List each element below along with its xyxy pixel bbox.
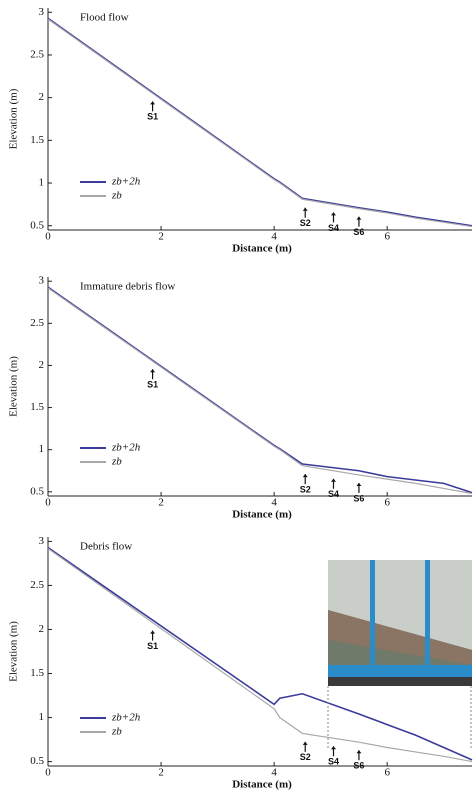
legend-label: zb [111,726,122,738]
y-tick-label: 3 [39,535,45,547]
y-tick-label: 2.5 [30,48,44,60]
sensor-arrowhead [330,746,336,750]
sensor-label: S1 [147,112,158,122]
y-tick-label: 3 [39,275,45,287]
y-tick-label: 1.5 [30,667,44,679]
sensor-label: S1 [147,641,158,651]
sensor-label: S2 [300,218,311,228]
x-tick-label: 0 [45,497,51,509]
x-tick-label: 0 [45,231,51,243]
x-tick-label: 2 [158,497,164,509]
legend-label: zb [111,190,122,202]
panel: 0.5 1 1.5 2 2.5 3 0 2 4 6 Immature debris flow Dist… [8,275,473,521]
x-tick-label: 6 [384,231,390,243]
y-tick-label: 0.5 [30,755,44,767]
chart-title: Debris flow [80,541,132,553]
sensor-label: S4 [328,223,339,233]
x-tick-label: 6 [384,497,390,509]
legend-label: zb+2h [111,442,141,454]
sensor-arrowhead [356,482,362,486]
x-tick-label: 0 [45,767,51,779]
legend-label: zb [111,456,122,468]
panels: 0.5 1 1.5 2 2.5 3 0 2 4 6 Flood flow Distance (m) El… [8,6,473,791]
series-line [47,547,473,763]
series-line [47,18,473,228]
y-tick-label: 0.5 [30,485,44,497]
y-tick-label: 0.5 [30,219,44,231]
sensor-arrowhead [356,216,362,220]
y-tick-label: 3 [39,6,45,18]
inset-photo [327,560,472,750]
x-tick-label: 4 [271,767,277,779]
sensor-label: S2 [300,752,311,762]
legend-label: zb+2h [111,712,141,724]
sensor-arrowhead [302,474,308,478]
chart-title: Flood flow [80,12,129,24]
sensor-arrowhead [330,212,336,216]
panel: 0.5 1 1.5 2 2.5 3 0 2 4 6 Flood flow Distance (m) El… [8,6,473,255]
sensor-arrowhead [302,207,308,211]
sensor-label: S6 [353,761,364,771]
x-tick-label: 6 [384,767,390,779]
x-tick-label: 4 [271,231,277,243]
y-axis-label: Elevation (m) [8,621,20,682]
sensor-arrowhead [150,630,156,634]
y-tick-label: 2.5 [30,579,44,591]
sensor-label: S6 [353,227,364,237]
series-line [47,287,473,495]
y-tick-label: 2 [39,359,45,371]
x-tick-label: 2 [158,231,164,243]
series-line [47,546,473,761]
sensor-arrowhead [150,369,156,373]
series-line [47,17,473,227]
sensor-label: S4 [328,489,339,499]
sensor-arrowhead [330,478,336,482]
sensor-label: S2 [300,485,311,495]
x-tick-label: 2 [158,767,164,779]
sensor-arrowhead [302,741,308,745]
y-tick-label: 1 [39,443,45,455]
y-axis-label: Elevation (m) [8,356,20,417]
y-tick-label: 1 [39,177,45,189]
sensor-label: S1 [147,380,158,390]
sensor-label: S6 [353,493,364,503]
sensor-label: S4 [328,757,339,767]
y-tick-label: 2 [39,91,45,103]
y-axis-label: Elevation (m) [8,88,20,149]
x-axis-label: Distance (m) [232,509,292,521]
y-tick-label: 1.5 [30,401,44,413]
panel: 0.5 1 1.5 2 2.5 3 0 2 4 6 Debris flow Distance (m) E… [8,535,473,791]
chart-title: Immature debris flow [80,281,175,293]
y-tick-label: 1.5 [30,134,44,146]
y-tick-label: 1 [39,711,45,723]
sensor-arrowhead [356,750,362,754]
x-axis-label: Distance (m) [232,779,292,791]
x-axis-label: Distance (m) [232,243,292,255]
y-tick-label: 2 [39,623,45,635]
series-line [47,286,473,494]
sensor-arrowhead [150,101,156,105]
x-tick-label: 4 [271,497,277,509]
y-tick-label: 2.5 [30,317,44,329]
legend-label: zb+2h [111,176,141,188]
